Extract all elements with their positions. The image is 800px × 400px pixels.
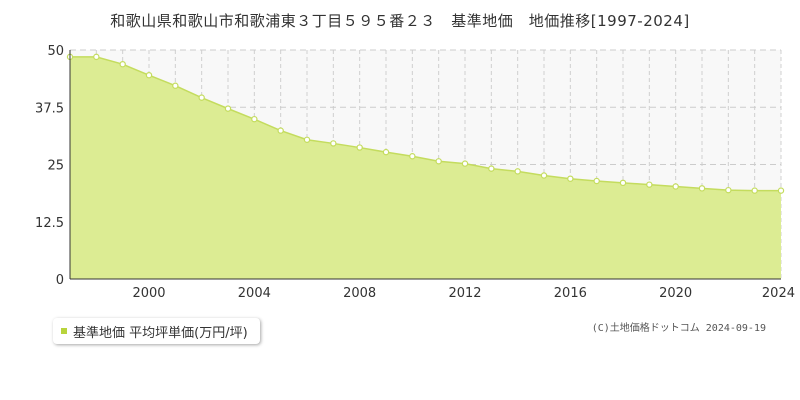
- x-tick-label: 2016: [554, 286, 587, 301]
- data-point: [593, 177, 600, 185]
- y-tick-label: 25: [47, 159, 64, 174]
- data-point: [303, 136, 311, 143]
- data-point: [119, 60, 126, 68]
- data-point: [567, 175, 574, 182]
- data-point: [751, 187, 758, 194]
- data-point: [725, 186, 732, 194]
- axes: [69, 50, 781, 280]
- data-point: [435, 158, 442, 165]
- data-point: [382, 148, 390, 156]
- data-point: [198, 94, 205, 101]
- x-tick-label: 2012: [448, 286, 481, 301]
- data-point: [672, 183, 679, 190]
- data-point: [646, 181, 653, 188]
- data-point: [777, 187, 785, 194]
- series-line: [70, 56, 781, 192]
- tick-labels: 0 12.5 25 37.5 50 2000 2004 2008 2012 2016 2020 202…: [35, 44, 795, 301]
- y-tick-label: 50: [47, 44, 64, 59]
- legend-swatch: [61, 328, 67, 334]
- x-tick-label: 2020: [659, 286, 692, 301]
- data-point: [698, 185, 706, 192]
- copyright-text: (C)土地価格ドットコム 2024-09-19: [591, 323, 766, 334]
- legend: 基準地価 平均坪単価(万円/坪): [53, 318, 260, 344]
- data-point: [277, 127, 284, 134]
- data-point: [224, 105, 232, 112]
- data-point: [514, 168, 521, 175]
- y-tick-label: 12.5: [35, 216, 64, 231]
- y-tick-label: 0: [56, 273, 64, 288]
- data-point: [488, 165, 495, 172]
- data-point: [540, 172, 548, 179]
- data-point: [356, 144, 363, 151]
- x-tick-label: 2024: [762, 286, 795, 301]
- data-point: [145, 71, 153, 79]
- data-area: [70, 56, 781, 280]
- data-point: [619, 179, 627, 187]
- data-point: [461, 160, 469, 167]
- y-tick-label: 37.5: [35, 101, 64, 116]
- x-tick-label: 2004: [238, 286, 271, 301]
- chart-title: 和歌山県和歌山市和歌浦東３丁目５９５番２３ 基準地価 地価推移[1997-202…: [110, 12, 690, 30]
- x-tick-label: 2008: [343, 286, 376, 301]
- series-area: [70, 56, 781, 280]
- x-tick-label: 2000: [132, 286, 165, 301]
- data-point: [93, 53, 100, 61]
- legend-label: 基準地価 平均坪単価(万円/坪): [73, 325, 248, 341]
- data-point: [409, 153, 416, 160]
- data-point: [251, 115, 258, 123]
- data-point: [172, 82, 179, 89]
- data-point: [330, 140, 337, 147]
